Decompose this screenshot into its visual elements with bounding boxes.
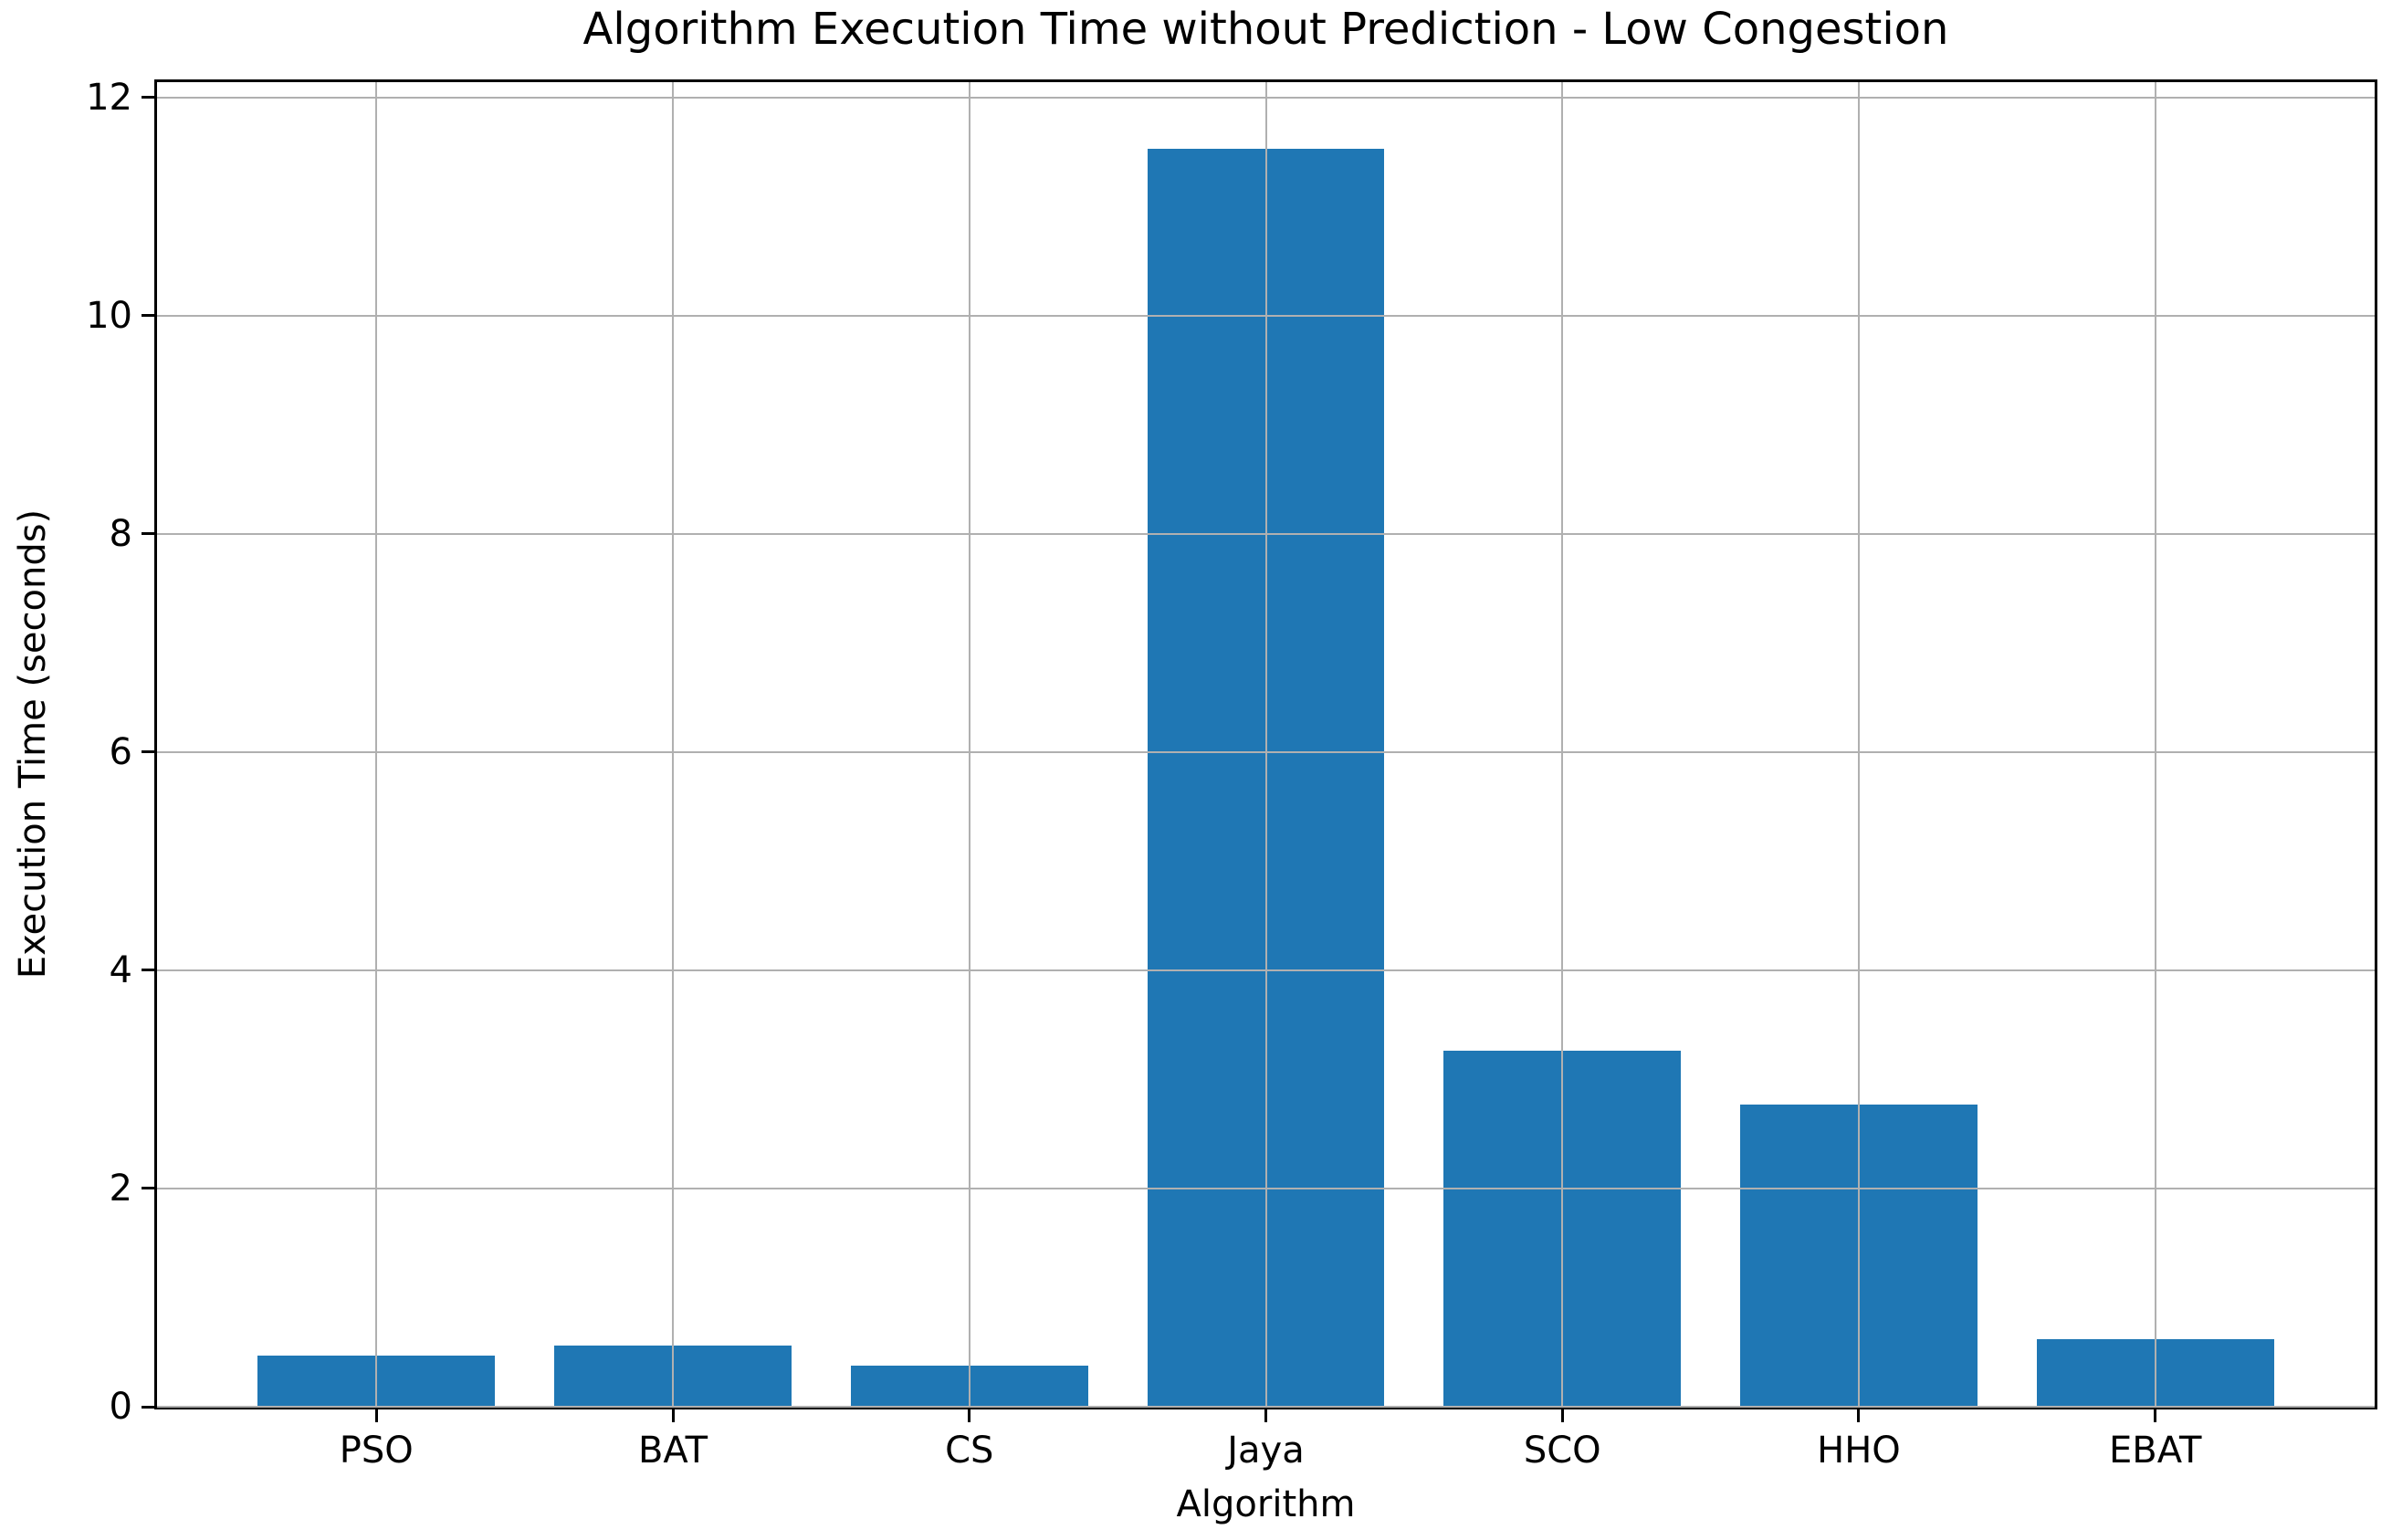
y-tick-label: 6: [109, 730, 132, 773]
y-tick-mark: [142, 1187, 154, 1190]
gridline-vertical: [1857, 82, 1860, 1407]
y-tick-label: 0: [109, 1386, 132, 1428]
x-tick-mark: [968, 1409, 971, 1422]
plot-area: [154, 79, 2377, 1409]
y-tick-mark: [142, 532, 154, 536]
gridline-vertical: [672, 82, 675, 1407]
x-tick-label: EBAT: [2108, 1430, 2202, 1472]
gridline-vertical: [375, 82, 378, 1407]
gridline-vertical: [2154, 82, 2156, 1407]
y-tick-mark: [142, 750, 154, 754]
y-tick-label: 10: [86, 294, 132, 337]
x-tick-mark: [1264, 1409, 1267, 1422]
x-tick-mark: [374, 1409, 378, 1422]
x-tick-label: BAT: [637, 1430, 708, 1472]
y-tick-label: 8: [109, 512, 132, 555]
y-tick-label: 4: [109, 948, 132, 991]
y-tick-label: 2: [109, 1167, 132, 1210]
gridline-vertical: [968, 82, 970, 1407]
x-tick-mark: [1560, 1409, 1564, 1422]
x-tick-label: PSO: [339, 1430, 414, 1472]
x-tick-label: CS: [945, 1430, 994, 1472]
x-tick-label: Jaya: [1227, 1430, 1305, 1472]
x-axis-label: Algorithm: [1176, 1483, 1356, 1525]
x-tick-mark: [1857, 1409, 1861, 1422]
x-tick-mark: [2154, 1409, 2157, 1422]
x-tick-label: SCO: [1523, 1430, 1601, 1472]
x-tick-label: HHO: [1817, 1430, 1901, 1472]
gridline-horizontal: [157, 1406, 2375, 1408]
chart-title: Algorithm Execution Time without Predict…: [582, 4, 1949, 55]
gridline-vertical: [1264, 82, 1267, 1407]
y-tick-mark: [142, 1405, 154, 1409]
y-tick-mark: [142, 314, 154, 318]
y-tick-label: 12: [86, 76, 132, 119]
x-tick-mark: [671, 1409, 675, 1422]
gridline-vertical: [1561, 82, 1564, 1407]
y-tick-mark: [142, 96, 154, 100]
y-tick-mark: [142, 969, 154, 972]
